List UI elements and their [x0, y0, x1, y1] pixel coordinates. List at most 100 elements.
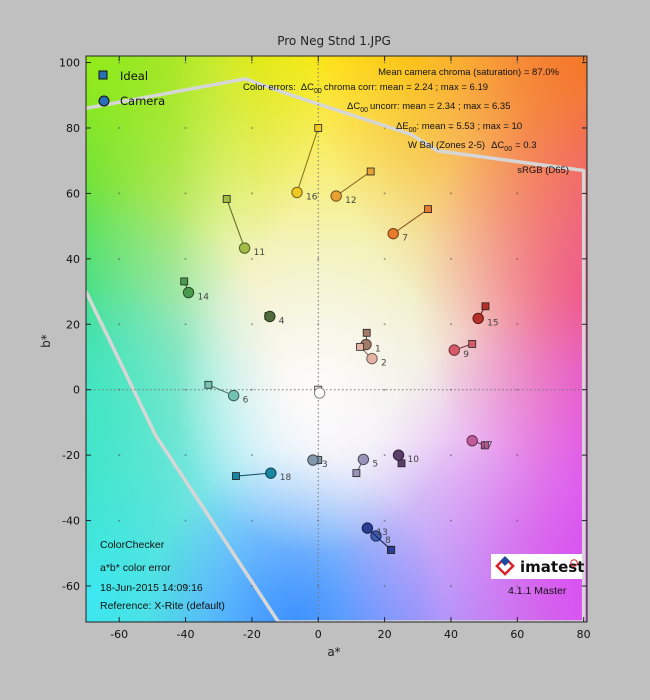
point-label: 15 — [487, 318, 498, 328]
grid-dot — [184, 257, 187, 260]
ideal-point — [232, 472, 240, 480]
grid-dot — [184, 519, 187, 522]
x-tick-label: 20 — [378, 628, 392, 641]
grid-dot — [383, 585, 386, 588]
x-tick-label: -40 — [177, 628, 195, 641]
uncorr-values: uncorr: mean = 2.34 ; max = 6.35 — [370, 101, 510, 112]
y-tick-label: 20 — [66, 318, 80, 331]
wbal-line: W Bal (Zones 2-5) ΔC00 = 0.3 — [408, 140, 537, 153]
legend: Ideal Camera — [98, 69, 165, 108]
grid-dot — [516, 257, 519, 260]
grid-dot — [118, 323, 121, 326]
date-text: 18-Jun-2015 14:09:16 — [100, 582, 203, 594]
point-label: 11 — [254, 248, 265, 258]
point-label: 6 — [243, 396, 249, 406]
grid-dot — [383, 323, 386, 326]
chart-name-text: ColorChecker — [100, 539, 165, 551]
grid-dot — [118, 585, 121, 588]
grid-dot — [449, 61, 452, 64]
grid-dot — [250, 454, 253, 457]
reference-text: Reference: X-Rite (default) — [100, 600, 225, 612]
x-axis-label: a* — [327, 645, 340, 659]
ideal-point — [362, 328, 371, 337]
legend-ideal-label: Ideal — [120, 69, 148, 83]
point-label: 2 — [381, 359, 387, 369]
grid-dot — [516, 454, 519, 457]
wbal-values: = 0.3 — [515, 140, 536, 151]
ideal-point — [314, 124, 323, 132]
point-label: 14 — [198, 293, 210, 303]
error-line — [235, 472, 271, 477]
camera-point — [265, 467, 277, 479]
gamut-layer — [86, 77, 586, 622]
camera-point — [361, 522, 374, 534]
grid-dot — [250, 519, 253, 522]
ideal-point — [481, 302, 490, 311]
chroma-corr-values: chroma corr: mean = 2.24 ; max = 6.19 — [324, 82, 488, 93]
camera-point — [466, 435, 478, 447]
camera-point — [307, 454, 319, 466]
ideal-point — [480, 441, 489, 450]
imatest-logo: imatest — [491, 554, 584, 579]
ideal-point — [222, 195, 231, 203]
y-tick-label: 60 — [66, 187, 80, 200]
x-tick-label: 60 — [510, 628, 524, 641]
grid-dot — [118, 454, 121, 457]
grid-dot — [184, 192, 187, 195]
camera-point — [448, 344, 460, 356]
grid-dot — [184, 585, 187, 588]
grid-dot — [184, 323, 187, 326]
point-label: 4 — [279, 316, 285, 326]
grid-dot — [383, 519, 386, 522]
chroma-corr-prefix: Color errors: — [243, 82, 296, 93]
x-tick-label: -60 — [110, 628, 128, 641]
ideal-point — [180, 277, 189, 286]
tick-layer: -60 -40 -20 0 20 40 60 80 -60 -40 -20 0 20 40 60 80 100 — [59, 56, 591, 641]
grid-dot — [250, 61, 253, 64]
ideal-point — [424, 205, 432, 214]
grid-dot — [383, 192, 386, 195]
error-line — [226, 198, 246, 249]
y-tick-label: -60 — [62, 580, 80, 593]
logo-text: imatest — [520, 558, 584, 576]
grid-dot — [250, 126, 253, 129]
info-block: ColorChecker a*b* color error 18-Jun-201… — [100, 539, 567, 612]
grid-dot — [317, 454, 320, 457]
grid-dot — [516, 61, 519, 64]
grid-dot — [118, 192, 121, 195]
point-label: 8 — [385, 536, 391, 546]
camera-point — [392, 449, 405, 461]
uncorr-line: ΔC00 uncorr: mean = 2.34 ; max = 6.35 — [347, 101, 510, 114]
point-label: 9 — [463, 350, 469, 360]
y-tick-label: 80 — [66, 122, 80, 135]
ideal-point — [468, 340, 477, 348]
x-tick-label: 80 — [577, 628, 591, 641]
point-label: 7 — [402, 234, 408, 244]
x-tick-label: 0 — [315, 628, 322, 641]
point-label: 1 — [375, 345, 381, 355]
point-label: 5 — [372, 459, 378, 469]
point-label: 17 — [481, 441, 492, 451]
grid-dot — [449, 454, 452, 457]
grid-dot — [516, 323, 519, 326]
point-label: 10 — [408, 455, 420, 465]
version-text: 4.1.1 Master — [508, 585, 567, 597]
ideal-point — [356, 342, 364, 351]
grid-dot — [118, 257, 121, 260]
chart-title: Pro Neg Stnd 1.JPG — [277, 34, 391, 48]
grid-dot — [449, 126, 452, 129]
grid-dot — [449, 519, 452, 522]
grid-dot — [449, 323, 452, 326]
grid-dot — [118, 61, 121, 64]
y-tick-label: -20 — [62, 449, 80, 462]
mean-chroma-text: Mean camera chroma (saturation) = 87.0% — [378, 67, 559, 78]
camera-point — [330, 190, 342, 202]
grid-dot — [449, 257, 452, 260]
point-label: 3 — [322, 460, 328, 470]
ideal-point — [352, 469, 361, 478]
ideal-point — [387, 546, 396, 554]
y-axis-label: b* — [39, 334, 53, 348]
camera-point — [227, 389, 240, 402]
grid-dot — [250, 323, 253, 326]
